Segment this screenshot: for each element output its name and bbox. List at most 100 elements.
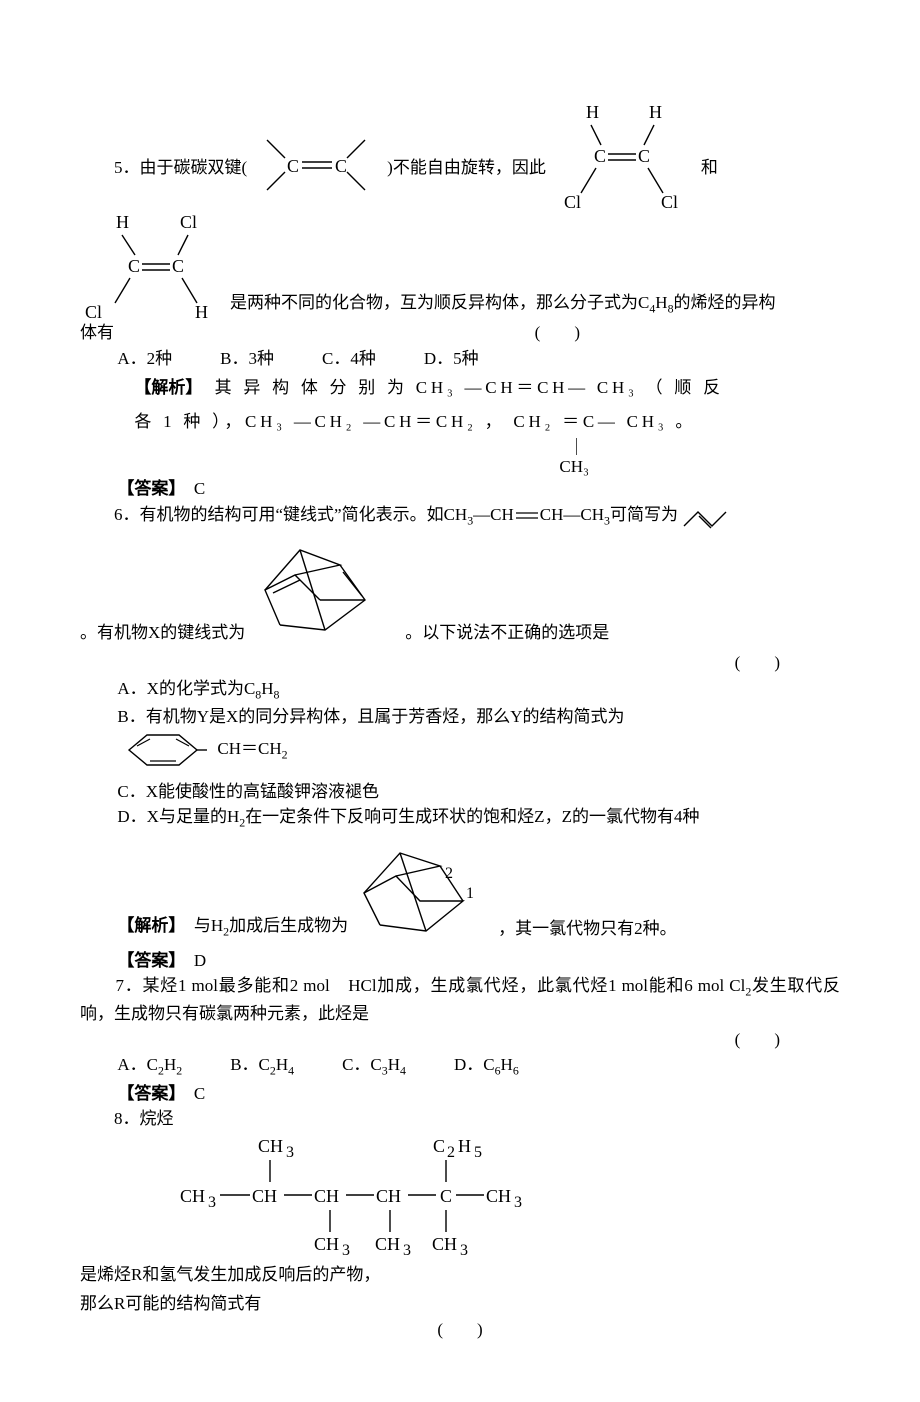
- q6-Bf-s: 2: [282, 748, 288, 762]
- q7-t1: 某烃1 mol最多能和2 mol HCl加成，生成氯代烃，此氯代烃1 mol能和…: [143, 976, 746, 995]
- q5-lead: 5．由于碳碳双键(: [80, 155, 247, 211]
- q5-t3: 和: [701, 155, 718, 211]
- svg-text:3: 3: [514, 1194, 522, 1211]
- q7As2: 2: [176, 1064, 182, 1078]
- double-bond-icon: [514, 510, 540, 522]
- q7-answer: 【答案】 C: [117, 1081, 840, 1107]
- svg-text:H: H: [649, 102, 662, 122]
- q5-t4c: 的烯烃的异构: [674, 293, 776, 312]
- q5-C: C．4种: [322, 346, 376, 372]
- q6-t1d: 可简写为: [610, 505, 678, 524]
- svg-text:CH: CH: [314, 1234, 339, 1254]
- q7-C: C．C3H4: [342, 1052, 406, 1080]
- q6-A: A．X的化学式为C8H8: [117, 676, 840, 704]
- q6-Bf-t: CH＝CH: [217, 739, 281, 758]
- q7-ans-label: 【答案】: [117, 1084, 177, 1103]
- svg-text:3: 3: [286, 1144, 294, 1161]
- q8-t1: 烷烃: [140, 1109, 174, 1128]
- benzene-icon: [117, 729, 207, 771]
- q7Cs2: 4: [400, 1064, 406, 1078]
- q7Bb: H: [276, 1055, 288, 1074]
- q7-options: A．C2H2 B．C2H4 C．C3H4 D．C6H6: [117, 1052, 840, 1080]
- svg-text:C: C: [440, 1186, 452, 1206]
- q6-Db: 在一定条件下反响可生成环状的饱和烃Z，Z的一氯代物有4种: [245, 807, 699, 826]
- q6-exb: 加成后生成物为: [229, 916, 348, 935]
- q6-exc: ，其一氯代物只有2种。: [498, 916, 677, 948]
- q8-num: 8．: [114, 1109, 140, 1128]
- q6-line2: 。有机物X的键线式为 。以下说法不正确的选项是: [80, 530, 840, 650]
- svg-text:C: C: [128, 256, 140, 276]
- q7Ba: B．C: [230, 1055, 270, 1074]
- q5-line2: H Cl C C Cl H 是两种不同的化合物，互为顺反异构体，那么分子式为C4…: [80, 210, 840, 320]
- q5-exl2c: CH₃: [559, 458, 840, 477]
- q5-answer: 【答案】 C: [117, 476, 840, 502]
- q6-explain: 【解析】 与H2加成后生成物为 2 1 ，其一氯代物只有2种。: [117, 833, 840, 948]
- svg-text:H: H: [116, 212, 129, 232]
- q6-t1: 有机物的结构可用“键线式”简化表示。如CH: [140, 505, 468, 524]
- svg-text:CH: CH: [314, 1186, 339, 1206]
- svg-text:5: 5: [474, 1144, 482, 1161]
- q6-exa: 与H: [194, 916, 223, 935]
- q7Ca: C．C: [342, 1055, 382, 1074]
- q5-A: A．2种: [117, 346, 172, 372]
- q5-options: A．2种 B．3种 C．4种 D．5种: [117, 346, 840, 372]
- q7Aa: A．C: [117, 1055, 158, 1074]
- svg-text:CH: CH: [486, 1186, 511, 1206]
- svg-text:CH: CH: [375, 1234, 400, 1254]
- q5-t4b: H: [655, 293, 667, 312]
- q5-line3: 体有 ( ): [80, 320, 840, 346]
- svg-text:CH: CH: [258, 1136, 283, 1156]
- q6-line1: 6．有机物的结构可用“键线式”简化表示。如CH3—CHCH—CH3可简写为: [80, 502, 840, 530]
- q6-ans: D: [194, 951, 206, 970]
- q5-B: B．3种: [220, 346, 274, 372]
- svg-text:H: H: [458, 1136, 471, 1156]
- q5-ans: C: [194, 479, 205, 498]
- svg-text:3: 3: [342, 1242, 350, 1259]
- svg-text:H: H: [195, 302, 208, 320]
- q5-explain: 【解析】 其 异 构 体 分 别 为 CH₃ —CH＝CH— CH₃ （ 顺 反…: [134, 371, 840, 476]
- svg-text:CH: CH: [432, 1234, 457, 1254]
- q5-exl2a: 各 1 种 ），CH₃ —CH₂ —CH＝CH₂ ， CH₂ ＝C— CH₃ 。: [134, 405, 840, 439]
- svg-text:3: 3: [208, 1194, 216, 1211]
- q7Cb: H: [388, 1055, 400, 1074]
- q5-ans-label: 【答案】: [117, 479, 177, 498]
- q6-t2a: 。有机物X的键线式为: [80, 620, 245, 651]
- q6-Bf: CH＝CH2: [217, 736, 287, 764]
- q6-exwrap: 【解析】 与H2加成后生成物为: [117, 913, 348, 947]
- svg-text:2: 2: [445, 865, 453, 882]
- q5-t2: )不能自由旋转，因此: [387, 155, 546, 211]
- q8-t3: 那么R可能的结构简式有: [80, 1291, 840, 1317]
- q6-Ab: H: [261, 679, 273, 698]
- q7Db: H: [501, 1055, 513, 1074]
- q6-B: B．有机物Y是X的同分异构体，且属于芳香烃，那么Y的结构简式为: [117, 704, 840, 730]
- cc-double-bond-icon: C C: [247, 120, 387, 210]
- q8-structure-row: CH3 C2H5 CH3 CH CH CH C CH3 CH3 CH3 CH3: [80, 1132, 840, 1292]
- q5-D: D．5种: [424, 346, 479, 372]
- skeletal-butadiene-icon: [682, 508, 737, 530]
- q6-t1wrap: 6．有机物的结构可用“键线式”简化表示。如CH3—CHCH—CH3可简写为: [80, 502, 678, 530]
- cis-hh-clcl-icon: H H C C Cl Cl: [546, 100, 701, 210]
- svg-text:Cl: Cl: [564, 192, 581, 210]
- q6-paren: ( ): [80, 650, 840, 676]
- bicyclooctadiene-icon: [245, 530, 405, 650]
- q8-paren: ( ): [437, 1317, 482, 1343]
- q7-paren: ( ): [80, 1027, 840, 1053]
- svg-text:CH: CH: [180, 1186, 205, 1206]
- trans-hcl-icon: H Cl C C Cl H: [80, 210, 230, 320]
- q7Bs2: 4: [288, 1064, 294, 1078]
- svg-text:Cl: Cl: [85, 302, 102, 320]
- q7-D: D．C6H6: [454, 1052, 519, 1080]
- svg-text:1: 1: [466, 885, 474, 902]
- q6-ans-label: 【答案】: [117, 951, 177, 970]
- svg-text:CH: CH: [376, 1186, 401, 1206]
- q6-t1b: —CH: [473, 505, 514, 524]
- page-content: 5．由于碳碳双键( C C )不能自由旋转，因此 H H C C Cl: [0, 0, 920, 1402]
- q5-paren: ( ): [535, 320, 580, 346]
- svg-text:C: C: [172, 256, 184, 276]
- branched-alkane-icon: CH3 C2H5 CH3 CH CH CH C CH3 CH3 CH3 CH3: [150, 1132, 580, 1262]
- bicyclooctane-icon: 2 1: [348, 833, 498, 948]
- q6-t1c: CH—CH: [540, 505, 604, 524]
- q5-t4wrap: 是两种不同的化合物，互为顺反异构体，那么分子式为C4H8的烯烃的异构: [230, 290, 776, 320]
- svg-text:C: C: [594, 146, 606, 166]
- svg-text:C: C: [335, 156, 347, 176]
